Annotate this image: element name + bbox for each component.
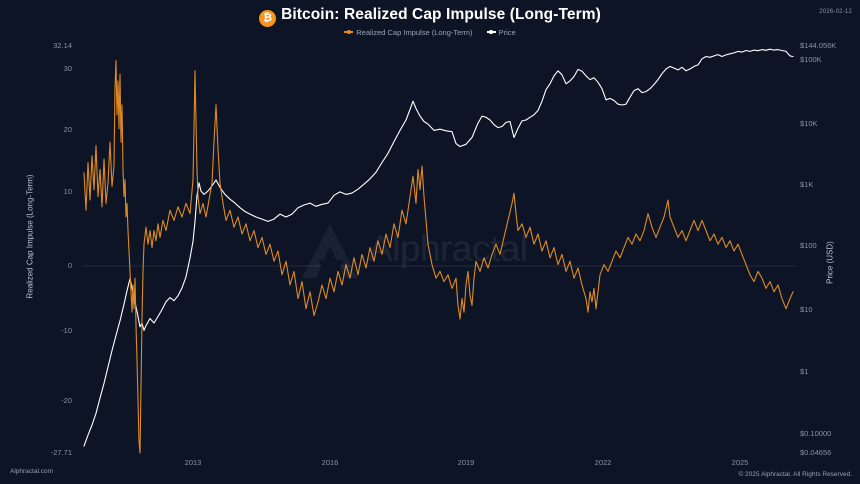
- x-tick-1: 2016: [321, 458, 339, 467]
- chart-header: ₿ Bitcoin: Realized Cap Impulse (Long-Ter…: [0, 6, 860, 27]
- impulse-line: [83, 60, 794, 454]
- y-tick-left-6: -20: [61, 396, 72, 405]
- chart-legend: Realized Cap Impulse (Long-Term) Price: [0, 28, 860, 37]
- x-tick-3: 2022: [594, 458, 612, 467]
- y-tick-right-1: $100K: [800, 55, 822, 64]
- y-tick-left-7: -27.71: [50, 448, 72, 457]
- y-tick-right-8: $0.04656: [800, 448, 832, 457]
- x-tick-4: 2025: [731, 458, 749, 467]
- y-tick-right-0: $144.056K: [800, 41, 837, 50]
- y-tick-left-1: 30: [63, 64, 72, 73]
- y-tick-right-4: $100: [800, 241, 817, 250]
- y-tick-left-4: 0: [67, 261, 72, 270]
- orange-line-marker: [344, 30, 354, 34]
- legend-item-impulse[interactable]: Realized Cap Impulse (Long-Term): [344, 28, 473, 37]
- y-tick-right-3: $1K: [800, 180, 814, 189]
- date-stamp: 2026-02-12: [819, 9, 852, 15]
- brand-footer: Alphractal.com: [10, 468, 53, 475]
- white-line-marker: [486, 30, 496, 34]
- x-tick-2: 2019: [457, 458, 475, 467]
- price-line: [83, 48, 794, 447]
- legend-label-price: Price: [498, 28, 516, 37]
- y-tick-left-2: 20: [63, 125, 72, 134]
- legend-item-price[interactable]: Price: [486, 28, 516, 37]
- y-tick-left-3: 10: [63, 187, 72, 196]
- y-tick-left-0: 32.14: [53, 41, 72, 50]
- y-tick-right-6: $1: [800, 367, 809, 376]
- y-tick-right-7: $0.10000: [800, 429, 832, 438]
- y-tick-right-2: $10K: [800, 119, 818, 128]
- legend-label-impulse: Realized Cap Impulse (Long-Term): [356, 28, 473, 37]
- y-tick-left-5: -10: [61, 326, 72, 335]
- bitcoin-icon: ₿: [259, 10, 277, 27]
- y-tick-right-5: $10: [800, 305, 813, 314]
- y-axis-left-title: Realized Cap Impulse (Long-Term): [25, 174, 35, 299]
- page-title: Bitcoin: Realized Cap Impulse (Long-Term…: [281, 6, 601, 23]
- copyright-footer: © 2025 Alphractal. All Rights Reserved.: [738, 471, 852, 478]
- x-tick-0: 2013: [184, 458, 202, 467]
